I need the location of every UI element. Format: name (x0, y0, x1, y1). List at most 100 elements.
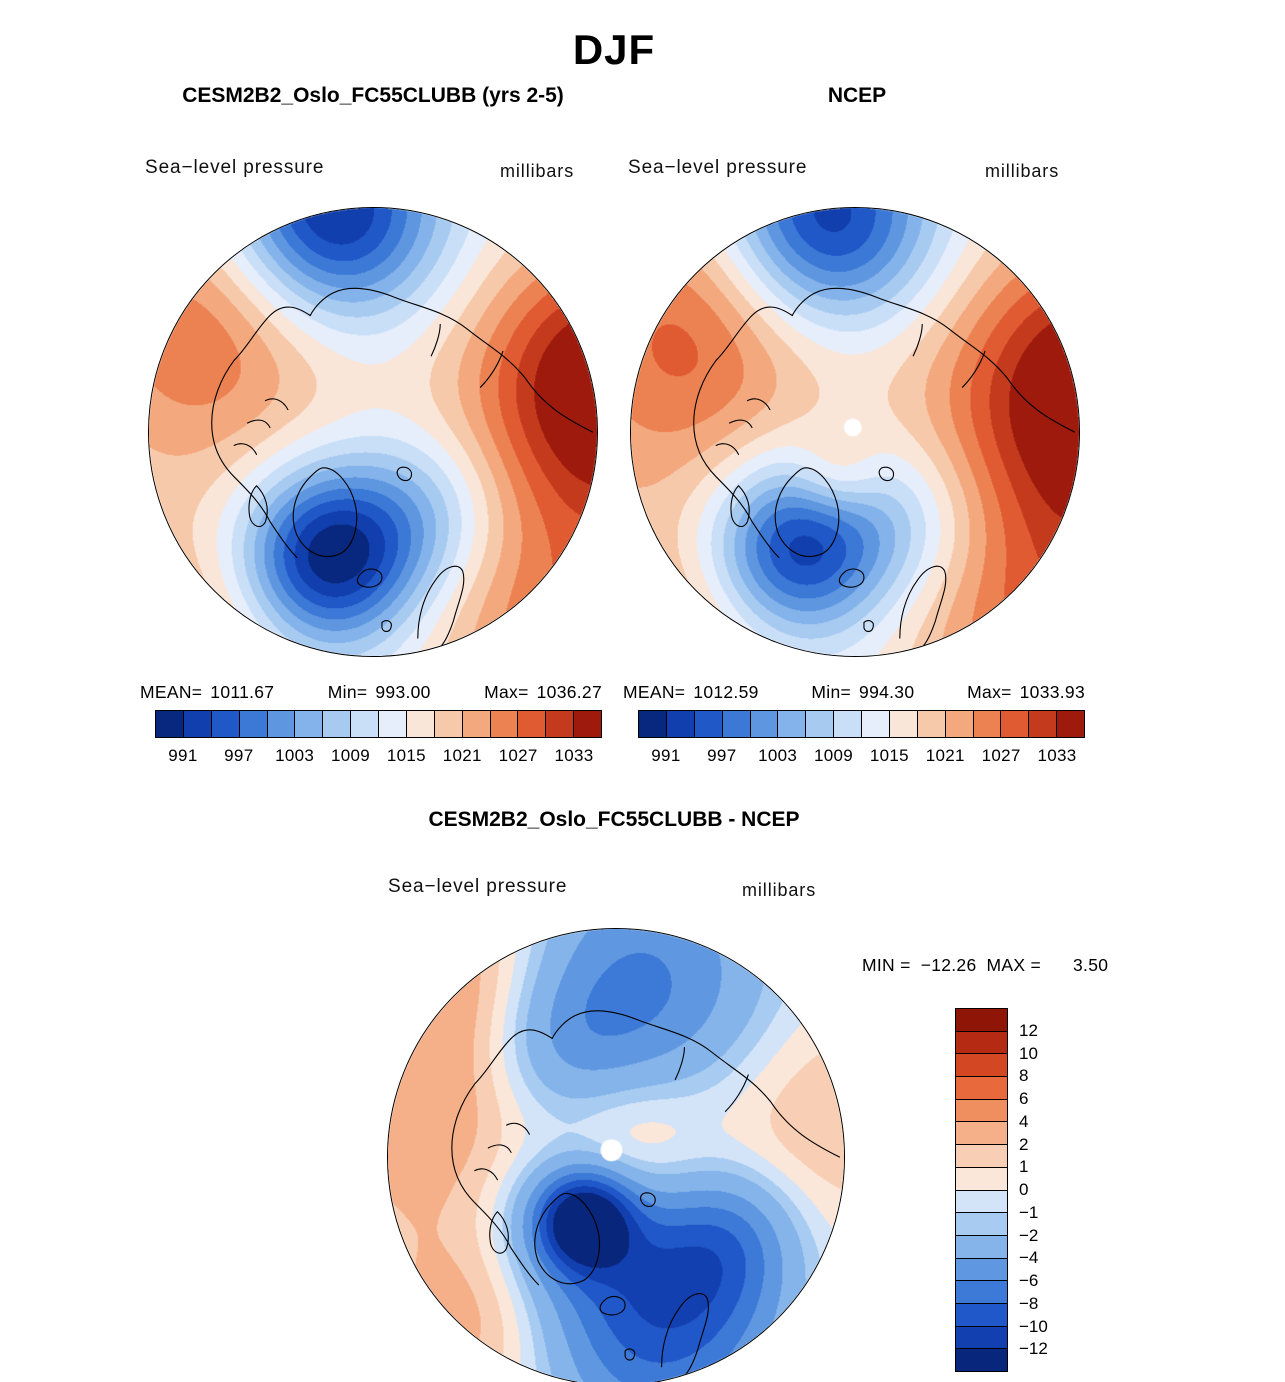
stat-min-value: 994.30 (859, 682, 915, 702)
units-label-model: millibars (500, 161, 575, 181)
stat-max: Max= 1033.93 (967, 682, 1085, 703)
colorbar-cell (945, 711, 974, 737)
stats-diff: MIN = −12.26 MAX = 3.50 (862, 955, 1118, 976)
colorbar-tick-label: 6 (1019, 1089, 1029, 1108)
stat-min-label: MIN = (862, 955, 911, 975)
colorbar-tick-label: −1 (1019, 1202, 1039, 1222)
stat-min: Min= 994.30 (811, 682, 914, 703)
colorbar-tick-label: 1021 (925, 746, 965, 765)
stat-mean-value: 1012.59 (693, 682, 759, 702)
colorbar-cell (462, 711, 491, 737)
stat-min-value: −12.26 (920, 955, 977, 975)
colorbar-cell (917, 711, 946, 737)
colorbar-cell (1029, 711, 1058, 737)
stat-mean: MEAN= 1012.59 (623, 682, 759, 703)
colorbar-cell (956, 1190, 1007, 1214)
colorbar-cell (956, 1235, 1007, 1259)
colorbar-cell (956, 1099, 1007, 1123)
colorbar-tick-label: 4 (1019, 1111, 1029, 1131)
map-obs (630, 207, 1080, 657)
colorbar-cell (956, 1258, 1007, 1282)
stat-min: Min= 993.00 (328, 682, 431, 703)
colorbar-tick-label: 1003 (275, 746, 315, 765)
colorbar-tick-label: 0 (1019, 1180, 1029, 1199)
colorbar-tick-label: 991 (651, 746, 681, 765)
colorbar-cell (211, 711, 240, 737)
colorbar-tick-label: −12 (1019, 1339, 1048, 1359)
colorbar-cell (434, 711, 463, 737)
colorbar-cell (239, 711, 268, 737)
colorbar-cell (666, 711, 695, 737)
stat-min-label: Min= (811, 682, 852, 702)
colorbar-cell (406, 711, 435, 737)
stats-obs: MEAN= 1012.59 Min= 994.30 Max= 1033.93 (623, 682, 1085, 703)
colorbar-cell (351, 711, 379, 737)
colorbar-cell (834, 711, 862, 737)
panel-title-model: CESM2B2_Oslo_FC55CLUBB (yrs 2-5) (182, 84, 564, 107)
pressure-field-diff (388, 929, 844, 1382)
colorbar-tick-label: 1009 (331, 746, 371, 765)
colorbar-cell (956, 1054, 1007, 1078)
figure-title: DJF (572, 26, 656, 73)
colorbar-cell (156, 711, 184, 737)
colorbar-tick-label: 1015 (386, 746, 426, 765)
colorbar-cell (973, 711, 1002, 737)
stat-mean-label: MEAN= (140, 682, 203, 702)
colorbar-cell (956, 1303, 1007, 1327)
colorbar-cell (956, 1031, 1007, 1055)
map-model (148, 207, 598, 657)
coastline-overlay (388, 929, 844, 1382)
stat-mean-label: MEAN= (623, 682, 686, 702)
colorbar-tick-label: −4 (1019, 1248, 1039, 1268)
colorbar-cell (956, 1122, 1007, 1146)
colorbar-cell (267, 711, 296, 737)
colorbar-tick-label: −10 (1019, 1316, 1048, 1336)
stat-max-label: MAX = (986, 955, 1041, 975)
colorbar-tick-label: 997 (707, 746, 737, 765)
colorbar-cell (546, 711, 575, 737)
colorbar-cell (574, 711, 601, 737)
field-label-diff: Sea−level pressure (388, 876, 568, 897)
colorbar-tick-label: −6 (1019, 1271, 1039, 1290)
colorbar-cell (806, 711, 835, 737)
colorbar-cell (778, 711, 807, 737)
colorbar-tick-label: 10 (1019, 1043, 1038, 1063)
colorbar-tick-label: 1027 (981, 746, 1021, 765)
colorbar-tick-label: 2 (1019, 1134, 1029, 1154)
colorbar-tick-label: 1015 (869, 746, 909, 765)
colorbar-cell (956, 1281, 1007, 1304)
colorbar-tick-label: 1009 (814, 746, 854, 765)
colorbar-tick-label: 1 (1019, 1157, 1029, 1177)
colorbar-cell (490, 711, 519, 737)
colorbar-tick-label: 991 (168, 746, 198, 765)
colorbar-tick-label: −8 (1019, 1293, 1039, 1313)
stat-max: Max= 1036.27 (484, 682, 602, 703)
colorbar-cell (295, 711, 324, 737)
colorbar-cell (639, 711, 667, 737)
colorbar-tick-label: 1033 (554, 746, 594, 765)
stats-model: MEAN= 1011.67 Min= 993.00 Max= 1036.27 (140, 682, 602, 703)
colorbar-cell (956, 1326, 1007, 1350)
colorbar-cell (750, 711, 779, 737)
colorbar-cell (956, 1167, 1007, 1191)
colorbar-diff: 12 10 8 6 4 2 1 0 −1 −2 −4 −6 −8 −10 −12 (955, 1008, 1048, 1372)
colorbar-cell (1057, 711, 1084, 737)
colorbar-cell (1001, 711, 1030, 737)
coastline-overlay (631, 208, 1079, 656)
colorbar-obs: 991 997 1003 1009 1015 1021 1027 1033 (638, 710, 1085, 774)
colorbar-tick-label: 8 (1019, 1066, 1029, 1086)
stat-max-label: Max= (967, 682, 1012, 702)
stat-max-value: 1036.27 (536, 682, 602, 702)
colorbar-cells (155, 710, 602, 738)
stat-min-value: 993.00 (375, 682, 431, 702)
colorbar-cell (956, 1077, 1007, 1100)
colorbar-cell (956, 1009, 1007, 1032)
colorbar-cell (956, 1349, 1007, 1371)
pressure-field-obs (631, 208, 1079, 656)
stat-mean: MEAN= 1011.67 (140, 682, 274, 703)
colorbar-cells (955, 1008, 1008, 1372)
stat-max-value: 1033.93 (1019, 682, 1085, 702)
colorbar-cell (379, 711, 407, 737)
colorbar-tick-label: 1003 (758, 746, 798, 765)
colorbar-cell (956, 1213, 1007, 1236)
